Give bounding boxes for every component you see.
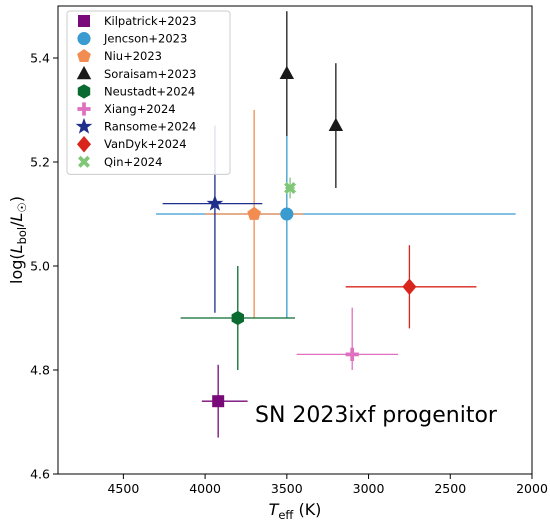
ransome-2024-marker [206,194,224,211]
x-tick-label: 2000 [516,481,548,496]
y-tick-label: 5.2 [30,155,50,170]
legend-label-qin-2024: Qin+2024 [104,155,162,169]
soraisam-2023-2-marker [328,117,344,132]
legend-label-soraisam-2023: Soraisam+2023 [104,67,196,81]
marker-bar [284,182,297,194]
legend-box [66,10,231,175]
y-tick-label: 5.0 [30,259,50,274]
x-tick-label: 2500 [434,481,466,496]
legend-marker-ransome-2024 [75,117,93,134]
legend-label-vandyk-2024: VanDyk+2024 [104,137,187,151]
legend-label-kilpatrick-2023: Kilpatrick+2023 [104,14,197,28]
axis-ticks: 4500 4000 3500 3000 2500 2000 4.6 4.8 5.0 5.2 5.4 [30,51,548,497]
x-tick-label: 3000 [353,481,385,496]
legend-label-xiang-2024: Xiang+2024 [104,102,176,116]
kilpatrick-2023-marker [212,395,225,408]
jencson-2023-marker [280,207,294,221]
marker-bar [82,102,86,116]
y-tick-label: 4.6 [30,467,50,482]
legend-marker-qin-2024 [78,155,90,168]
legend-marker-vandyk-2024 [76,135,92,153]
legend-marker-soraisam-2023 [76,65,92,80]
vandyk-2024-marker [402,278,417,296]
y-tick-label: 5.4 [30,51,50,66]
x-tick-label: 3500 [271,481,303,496]
xiang-2024-marker [345,347,359,361]
x-tick-label: 4000 [189,481,221,496]
legend-marker-niu-2023 [77,48,91,63]
legend-label-ransome-2024: Ransome+2024 [104,120,196,134]
x-axis-label: Teff (K) [269,500,322,522]
qin-2024-marker [284,182,297,194]
legend: Kilpatrick+2023 Jencson+2023 Niu+2023 Sorai… [66,10,231,175]
marker-bar [78,155,90,168]
marker-bar [350,347,355,361]
legend-label-neustadt-2024: Neustadt+2024 [104,84,195,98]
legend-marker-jencson-2023 [77,32,91,46]
legend-label-jencson-2023: Jencson+2023 [103,32,187,46]
legend-marker-neustadt-2024 [77,84,91,99]
legend-marker-xiang-2024 [77,102,91,116]
soraisam-2023-marker [279,65,295,80]
annotation-text: SN 2023ixf progenitor [255,403,498,428]
y-tick-label: 4.8 [30,363,50,378]
legend-marker-kilpatrick-2023 [78,15,90,27]
markers-layer [206,65,417,408]
y-axis-label: log(Lbol/L☉) [7,196,29,284]
plot-frame [57,5,533,475]
neustadt-2024-marker [231,310,245,326]
niu-2023-marker [247,206,261,220]
legend-label-niu-2023: Niu+2023 [104,49,162,63]
x-tick-label: 4500 [107,481,139,496]
